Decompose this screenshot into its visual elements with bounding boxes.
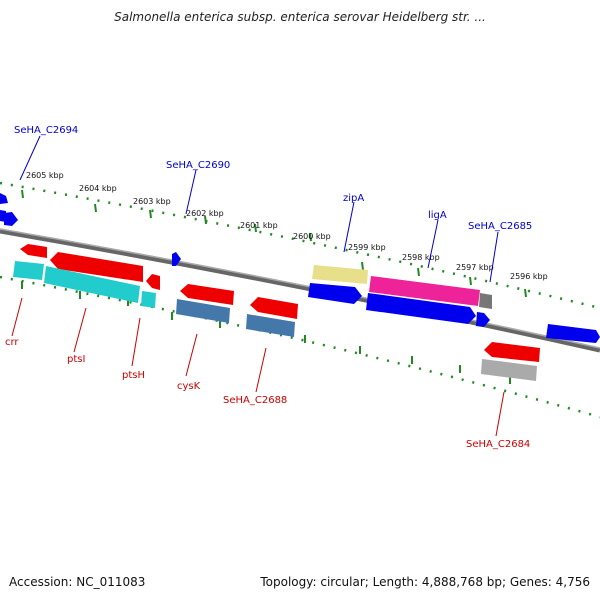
ruler-label: 2602 kbp xyxy=(186,209,224,218)
gene-arrow[interactable] xyxy=(0,210,6,222)
gene-arrow[interactable] xyxy=(476,312,490,327)
gene-cysK[interactable] xyxy=(176,299,230,323)
map-title: Salmonella enterica subsp. enterica sero… xyxy=(114,10,486,24)
gene-label[interactable]: zipA xyxy=(343,193,364,204)
gene-ptsH[interactable] xyxy=(141,291,156,308)
ruler-line-bottom xyxy=(0,275,600,419)
gene-ligA-forward[interactable] xyxy=(366,293,476,324)
gene-crr-arrow[interactable] xyxy=(20,244,47,258)
forward-genes xyxy=(0,193,600,343)
gene-ptsH-arrow[interactable] xyxy=(146,274,160,290)
genome-summary: Topology: circular; Length: 4,888,768 bp… xyxy=(260,575,590,589)
gene-label[interactable]: SeHA_C2685 xyxy=(468,221,532,232)
ruler-label: 2596 kbp xyxy=(510,272,548,281)
ruler-label: 2599 kbp xyxy=(348,243,386,252)
gene-crr[interactable] xyxy=(13,261,44,280)
gene-SeHA_C2688-arrow[interactable] xyxy=(250,297,298,319)
gene-label[interactable]: crr xyxy=(5,337,19,348)
gene-ptsI-arrow[interactable] xyxy=(50,252,143,282)
gene-arrow[interactable] xyxy=(172,252,181,266)
gene-zipA-forward[interactable] xyxy=(308,283,362,304)
gene-SeHA_C2684[interactable] xyxy=(481,359,537,381)
ruler-label: 2604 kbp xyxy=(79,184,117,193)
gene-arrow[interactable] xyxy=(546,324,600,343)
reverse-genes xyxy=(13,244,540,381)
gene-label[interactable]: cysK xyxy=(177,381,201,392)
ruler-label: 2601 kbp xyxy=(240,221,278,230)
bottom-leaders xyxy=(11,297,505,437)
ruler-ticks-bottom xyxy=(21,281,511,384)
gene-SeHA_C2684-arrow[interactable] xyxy=(484,342,540,362)
gene-label[interactable]: SeHA_C2694 xyxy=(14,125,78,136)
gene-zipA[interactable] xyxy=(312,265,368,284)
ruler-ticks-top xyxy=(21,189,527,298)
accession-text: Accession: NC_011083 xyxy=(9,575,146,589)
gene-ligA[interactable] xyxy=(369,276,480,306)
ruler-label: 2603 kbp xyxy=(133,197,171,206)
gene-label[interactable]: SeHA_C2684 xyxy=(466,439,530,450)
gene-segment[interactable] xyxy=(479,293,492,309)
gene-label[interactable]: ptsH xyxy=(122,370,145,381)
gene-arrow[interactable] xyxy=(0,193,8,204)
gene-SeHA_C2688[interactable] xyxy=(246,314,295,337)
gene-cysK-arrow[interactable] xyxy=(180,284,234,305)
gene-label[interactable]: SeHA_C2690 xyxy=(166,160,230,171)
ruler-label: 2597 kbp xyxy=(456,263,494,272)
genome-backbone xyxy=(0,228,600,353)
gene-ptsI[interactable] xyxy=(44,266,140,303)
gene-label[interactable]: SeHA_C2688 xyxy=(223,395,287,406)
gene-label[interactable]: ligA xyxy=(428,210,447,221)
gene-label[interactable]: ptsI xyxy=(67,354,85,365)
ruler-label: 2598 kbp xyxy=(402,253,440,262)
gene-arrow[interactable] xyxy=(4,212,18,226)
top-leaders xyxy=(19,135,499,283)
ruler-label: 2600 kbp xyxy=(293,232,331,241)
ruler-label: 2605 kbp xyxy=(26,171,64,180)
